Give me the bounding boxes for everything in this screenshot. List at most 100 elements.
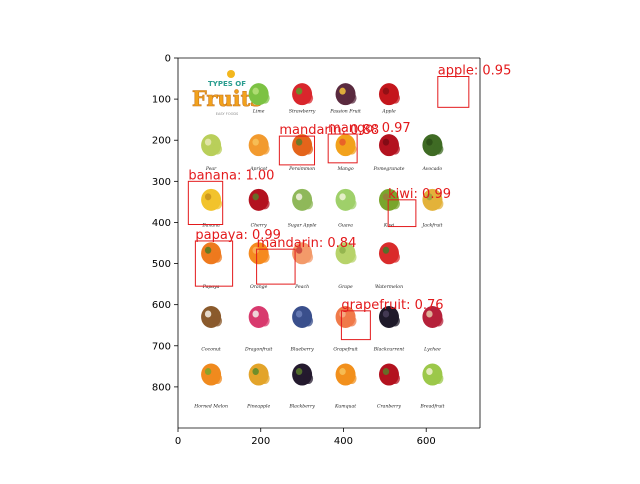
fruit-label: Passion Fruit [329,108,361,114]
cherry-icon [248,188,270,211]
fruit-item: Papaya [201,242,223,290]
guava-icon [335,188,357,211]
y-tick-label: 800 [152,382,171,393]
axes: 0 200 400 600 0 100 200 300 400 500 600 700 800 [152,54,481,447]
detection-box [327,133,358,164]
detection-label: grapefruit: 0.76 [341,298,443,313]
fruit-label: Mango [336,166,353,172]
fruit-label: Pineapple [246,403,270,409]
fruit-item: Watermelon [375,242,403,290]
fruit-item: Dragonfruit [244,306,273,353]
fruit-item: Horned Melon [193,363,228,409]
x-tick-label: 0 [175,436,181,447]
lychee-icon [422,306,444,328]
detection: kiwi: 0.99 [387,187,451,228]
strawberry-icon [292,83,314,106]
detection: mandarin: 0.84 [256,236,357,285]
y-axis-ticks: 0 100 200 300 400 500 600 700 800 [152,54,178,393]
fruit-label: Horned Melon [193,403,228,409]
fruit-item: Pear [201,134,223,172]
fruit-poster-image: TYPES OF Fruits EASY FOODS Lime Strawberr… [178,58,480,428]
detection: mango: 0.97 [327,121,411,164]
cranberry-icon [378,363,400,386]
fruit-item: Sugar Apple [288,188,317,229]
y-tick-label: 500 [152,259,171,270]
pineapple-icon [248,363,270,386]
fruit-label: Apple [381,108,396,114]
fruit-item: Strawberry [289,83,316,114]
detection-box [340,310,371,341]
detection-label: apple: 0.95 [438,64,512,79]
fruit-item: Cherry [248,188,270,229]
fruit-label: Lime [252,108,265,114]
fruit-item: Jackfruit [421,188,444,229]
detection-box [194,240,234,287]
fruit-label: Breadfruit [419,403,444,409]
blackberry-icon [292,363,314,386]
fruit-item: Lime [248,83,270,114]
fruit-label: Banana [201,223,220,229]
detection-box [437,76,470,108]
fruit-label: Blackberry [288,403,315,409]
fruit-label: Avocado [422,166,443,172]
detection-box [187,180,224,225]
fruit-label: Jackfruit [421,223,442,229]
detection: apple: 0.95 [437,64,512,108]
fruit-item: Passion Fruit [329,83,361,114]
fruit-item: Guava [335,188,357,229]
y-tick-label: 400 [152,218,171,229]
fruit-label: Lychee [423,347,441,353]
fruit-item: Breadfruit [419,363,445,409]
fruit-item: Banana [201,188,223,229]
pomegranate-icon [378,134,400,157]
fruit-label: Pomegranate [373,166,405,172]
fruit-item: Apricot [248,134,270,172]
passion-fruit-icon [335,83,357,106]
fruit-item: Cranberry [377,363,401,409]
coconut-icon [201,306,223,328]
fruit-label: Grape [338,284,353,290]
peach-icon [292,242,314,265]
fruit-label: Orange [250,284,268,290]
lime-icon [248,83,270,106]
detection: grapefruit: 0.76 [340,298,444,341]
y-tick-label: 200 [152,136,171,147]
y-tick-label: 300 [152,177,171,188]
fruit-item: Blackberry [288,363,315,409]
fruit-label: Grapefruit [333,347,358,353]
y-tick-label: 0 [165,54,171,65]
x-tick-label: 600 [417,436,436,447]
fruit-item: Peach [292,242,314,290]
fruit-label: Coconut [201,347,221,353]
banana-icon [201,188,223,211]
detection-label: mandarin: 0.84 [257,236,357,251]
blackcurrent-icon [378,306,400,328]
y-tick-label: 600 [152,300,171,311]
sun-logo-icon [227,70,235,78]
detection-box [256,248,296,285]
fruit-label: Peach [294,284,309,290]
x-axis-ticks: 0 200 400 600 [175,428,436,447]
fruit-label: Sugar Apple [288,223,317,229]
fruit-label: Pear [205,166,217,172]
fruit-label: Strawberry [289,108,316,114]
sugar-apple-icon [292,188,314,211]
fruit-item: Lychee [422,306,444,353]
fruit-label: Apricot [249,166,267,172]
persimmon-icon [292,134,314,157]
fruit-grid: Lime Strawberry Passion Fruit Apple Pear Apri… [193,83,445,409]
fruit-item: Apple [378,83,400,114]
fruit-item: Grape [335,242,357,290]
y-tick-label: 700 [152,341,171,352]
fruit-label: Cherry [251,223,268,229]
blueberry-icon [292,306,314,328]
detection-label: kiwi: 0.99 [388,187,451,202]
detection-box [387,199,417,228]
fruit-item: Mango [335,134,357,172]
fruit-item: Grapefruit [333,306,358,353]
fruit-item: Avocado [422,134,444,172]
fruit-label: Kumquat [334,403,356,409]
